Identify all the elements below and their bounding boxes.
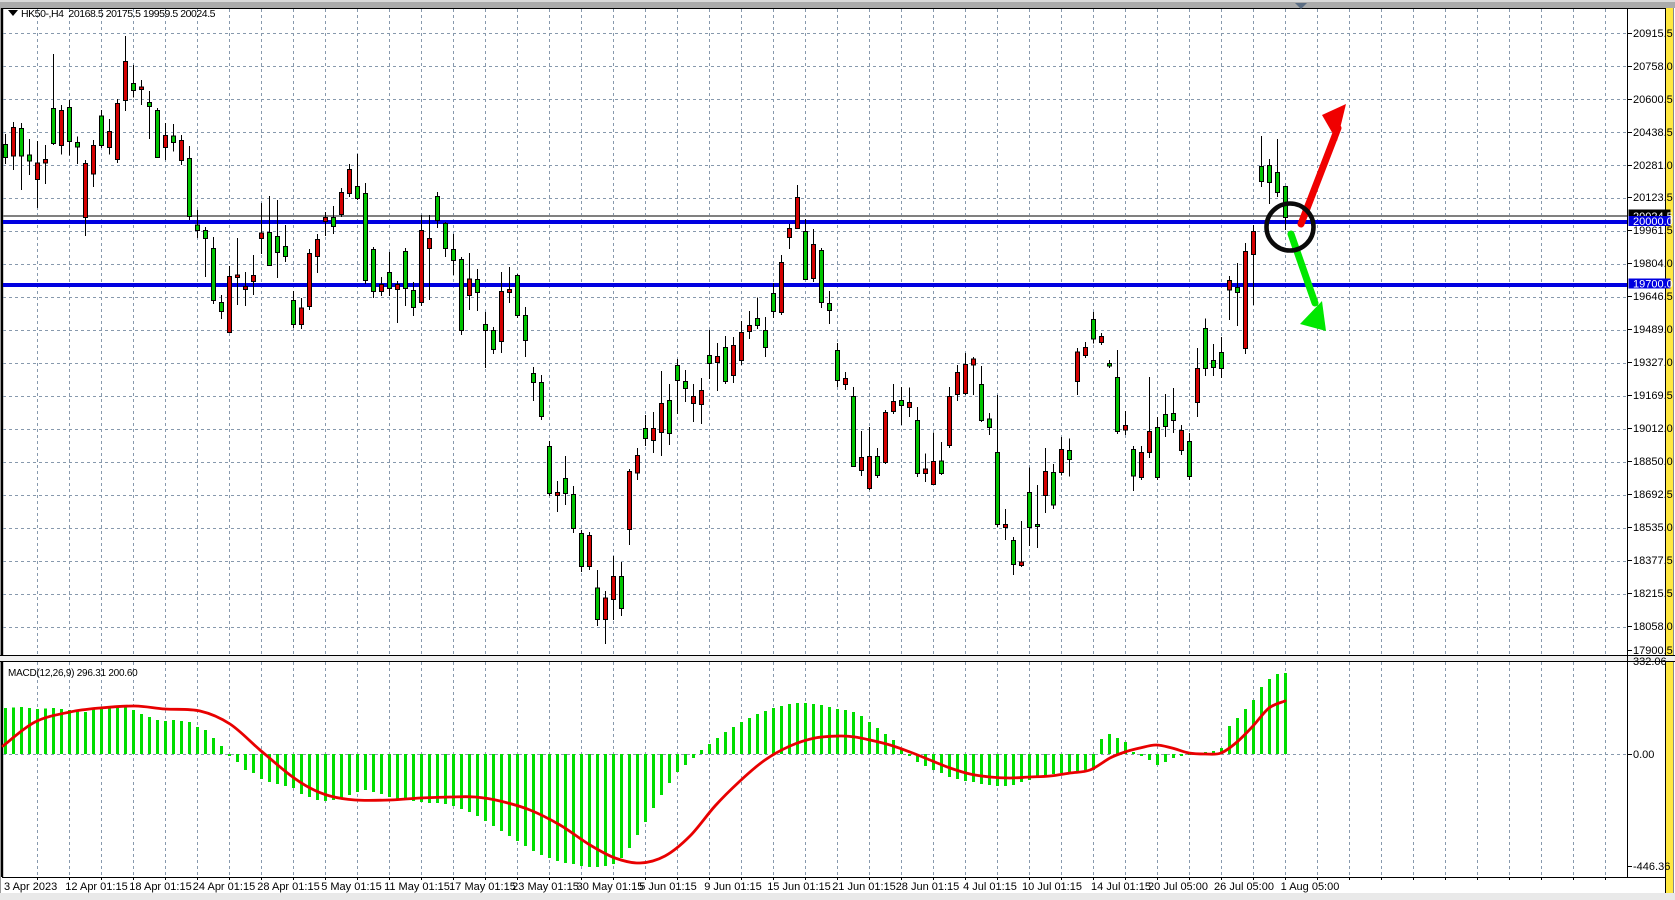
- svg-text:28 Apr 01:15: 28 Apr 01:15: [257, 881, 319, 893]
- svg-text:30 May 01:15: 30 May 01:15: [577, 881, 644, 893]
- svg-text:5 Jun 01:15: 5 Jun 01:15: [639, 881, 697, 893]
- svg-text:20000.0: 20000.0: [1633, 216, 1673, 228]
- svg-text:28 Jun 01:15: 28 Jun 01:15: [896, 881, 960, 893]
- svg-text:18850.0: 18850.0: [1633, 456, 1673, 468]
- svg-text:15 Jun 01:15: 15 Jun 01:15: [767, 881, 831, 893]
- svg-text:18 Apr 01:15: 18 Apr 01:15: [129, 881, 191, 893]
- svg-text:23 May 01:15: 23 May 01:15: [512, 881, 579, 893]
- svg-text:18377.5: 18377.5: [1633, 555, 1673, 567]
- svg-text:19489.0: 19489.0: [1633, 324, 1673, 336]
- svg-text:17900.5: 17900.5: [1633, 645, 1673, 657]
- svg-text:12 Apr 01:15: 12 Apr 01:15: [65, 881, 127, 893]
- svg-text:19169.5: 19169.5: [1633, 390, 1673, 402]
- svg-text:HK50-,H4 20168.5 20175.5 1995: HK50-,H4 20168.5 20175.5 19959.5 20024.5: [21, 8, 216, 20]
- svg-text:18058.0: 18058.0: [1633, 621, 1673, 633]
- svg-text:4 Jul 01:15: 4 Jul 01:15: [963, 881, 1017, 893]
- svg-text:20281.0: 20281.0: [1633, 160, 1673, 172]
- svg-text:20 Jul 05:00: 20 Jul 05:00: [1148, 881, 1208, 893]
- svg-text:26 Jul 05:00: 26 Jul 05:00: [1214, 881, 1274, 893]
- svg-text:18535.0: 18535.0: [1633, 522, 1673, 534]
- svg-text:0.00: 0.00: [1633, 749, 1654, 761]
- svg-text:19012.0: 19012.0: [1633, 423, 1673, 435]
- svg-text:9 Jun 01:15: 9 Jun 01:15: [704, 881, 762, 893]
- svg-text:1 Aug 05:00: 1 Aug 05:00: [1281, 881, 1340, 893]
- svg-text:20438.5: 20438.5: [1633, 127, 1673, 139]
- svg-text:19961.5: 19961.5: [1633, 225, 1673, 237]
- svg-text:20600.5: 20600.5: [1633, 94, 1673, 106]
- svg-text:19804.0: 19804.0: [1633, 258, 1673, 270]
- svg-text:11 May 01:15: 11 May 01:15: [384, 881, 450, 893]
- svg-text:-446.36: -446.36: [1633, 861, 1670, 873]
- svg-text:MACD(12,26,9) 296.31 200.60: MACD(12,26,9) 296.31 200.60: [8, 668, 138, 679]
- svg-text:18692.5: 18692.5: [1633, 489, 1673, 501]
- svg-text:3 Apr 2023: 3 Apr 2023: [4, 881, 57, 893]
- svg-text:10 Jul 01:15: 10 Jul 01:15: [1022, 881, 1082, 893]
- svg-text:20758.0: 20758.0: [1633, 61, 1673, 73]
- svg-text:19327.0: 19327.0: [1633, 357, 1673, 369]
- svg-text:18215.5: 18215.5: [1633, 588, 1673, 600]
- svg-text:21 Jun 01:15: 21 Jun 01:15: [832, 881, 896, 893]
- svg-text:19700.0: 19700.0: [1633, 279, 1673, 291]
- svg-text:24 Apr 01:15: 24 Apr 01:15: [193, 881, 255, 893]
- svg-text:5 May 01:15: 5 May 01:15: [321, 881, 382, 893]
- svg-text:20123.5: 20123.5: [1633, 192, 1673, 204]
- svg-text:17 May 01:15: 17 May 01:15: [449, 881, 516, 893]
- svg-text:332.06: 332.06: [1633, 656, 1667, 668]
- svg-text:14 Jul 01:15: 14 Jul 01:15: [1091, 881, 1151, 893]
- svg-text:19646.5: 19646.5: [1633, 291, 1673, 303]
- svg-text:20915.5: 20915.5: [1633, 28, 1673, 40]
